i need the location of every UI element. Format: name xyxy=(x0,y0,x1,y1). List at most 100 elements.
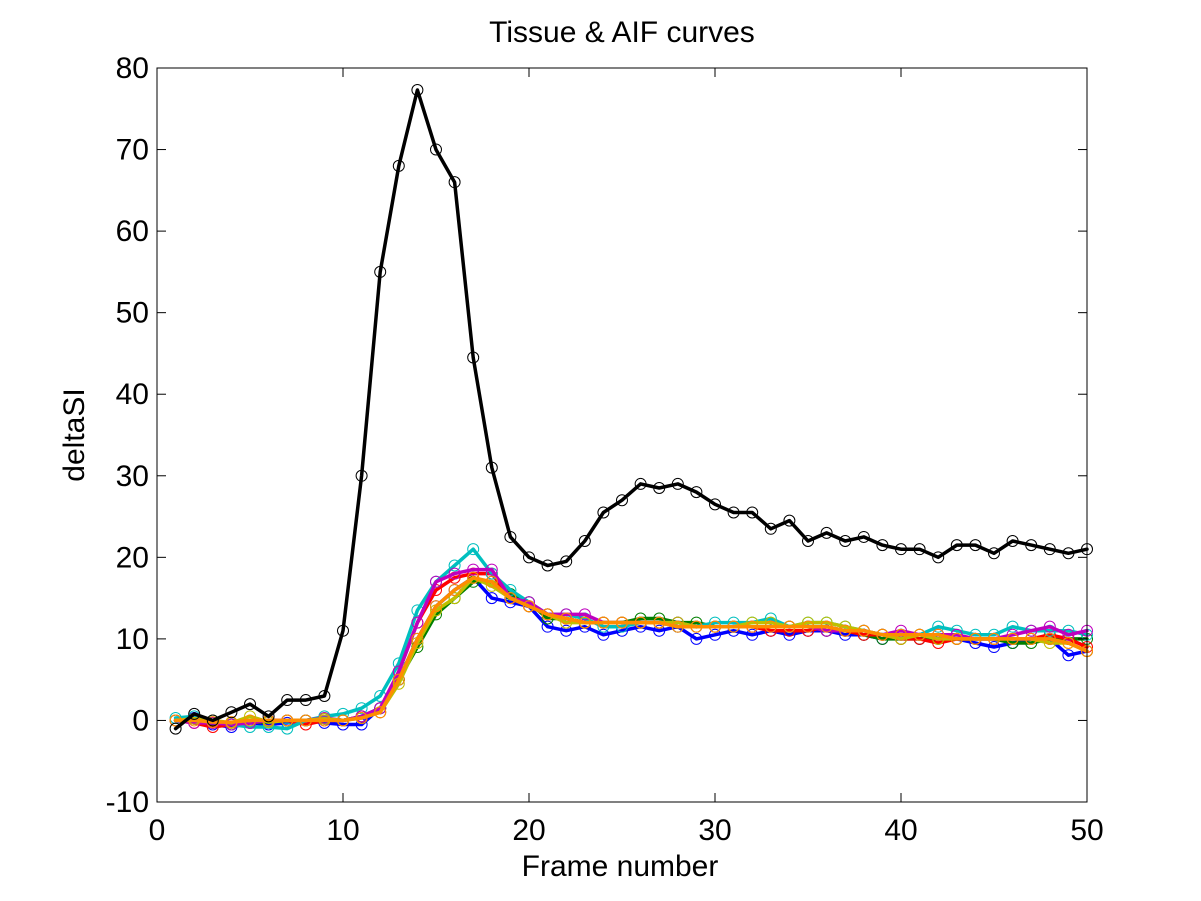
data-point xyxy=(337,624,349,637)
data-point xyxy=(709,498,721,511)
data-point xyxy=(857,624,870,637)
data-point xyxy=(244,714,256,727)
data-point xyxy=(169,722,182,735)
data-point xyxy=(783,620,796,633)
data-point xyxy=(597,616,610,629)
y-tick-label: 10 xyxy=(116,623,149,656)
plot-area xyxy=(157,68,1087,802)
data-point xyxy=(448,583,461,596)
axes-box xyxy=(156,67,1088,803)
data-point xyxy=(355,702,368,715)
data-point xyxy=(746,628,759,641)
x-tick-label: 20 xyxy=(512,814,545,847)
data-point xyxy=(653,624,666,637)
x-tick-label: 40 xyxy=(884,814,917,847)
data-point xyxy=(839,624,852,637)
data-point xyxy=(690,486,703,499)
data-point xyxy=(1006,632,1019,645)
data-point xyxy=(578,608,591,621)
data-point xyxy=(1043,620,1056,633)
data-point xyxy=(523,551,535,564)
data-point xyxy=(206,714,219,727)
data-point xyxy=(895,628,907,641)
x-tick-label: 50 xyxy=(1070,814,1103,847)
data-point xyxy=(1062,628,1075,641)
data-point xyxy=(188,707,201,720)
x-axis-label: Frame number xyxy=(522,850,719,883)
data-point xyxy=(988,641,1000,654)
data-point xyxy=(1006,535,1019,548)
y-tick-label: 30 xyxy=(116,460,149,493)
data-point xyxy=(634,616,647,629)
data-point xyxy=(820,620,833,633)
data-point xyxy=(485,563,498,576)
data-point xyxy=(392,673,405,686)
data-point xyxy=(374,706,387,719)
data-point xyxy=(876,628,889,641)
x-tick-label: 0 xyxy=(149,814,166,847)
data-point xyxy=(1025,539,1038,552)
data-point xyxy=(485,592,498,605)
data-point xyxy=(913,628,926,641)
data-point xyxy=(281,722,294,735)
data-point xyxy=(560,555,573,568)
data-point xyxy=(969,632,982,645)
data-point xyxy=(541,608,554,621)
data-point xyxy=(467,571,480,584)
data-point xyxy=(355,469,368,482)
data-point xyxy=(504,530,517,543)
series-line xyxy=(173,575,1089,724)
data-point xyxy=(802,535,814,548)
data-point xyxy=(1062,547,1075,560)
data-point xyxy=(764,522,777,535)
data-point xyxy=(430,600,442,613)
data-point xyxy=(430,575,442,588)
y-tick-label: 80 xyxy=(116,52,149,85)
data-point xyxy=(932,551,945,564)
data-point xyxy=(709,628,721,641)
series-line xyxy=(173,88,1089,731)
y-tick-label: -10 xyxy=(106,786,149,819)
data-point xyxy=(504,592,517,605)
data-point xyxy=(932,620,945,633)
data-point xyxy=(281,714,294,727)
y-tick-label: 20 xyxy=(116,541,149,574)
data-point xyxy=(262,710,275,723)
data-point xyxy=(839,535,852,548)
y-tick-label: 60 xyxy=(116,215,149,248)
data-point xyxy=(448,176,461,189)
data-point xyxy=(746,620,759,633)
data-point xyxy=(578,616,591,629)
data-point xyxy=(764,620,777,633)
data-point xyxy=(244,698,256,711)
data-point xyxy=(411,632,424,645)
data-point xyxy=(616,494,628,507)
data-point xyxy=(560,612,573,625)
y-tick-label: 0 xyxy=(132,704,149,737)
data-point xyxy=(541,620,554,633)
data-point xyxy=(225,716,238,729)
data-point xyxy=(950,632,963,645)
y-tick-label: 70 xyxy=(116,134,149,167)
data-point xyxy=(1043,632,1056,645)
data-point xyxy=(485,575,498,588)
data-point xyxy=(671,620,684,633)
data-point xyxy=(337,714,349,727)
data-point xyxy=(950,539,963,552)
x-tick-label: 10 xyxy=(326,814,359,847)
data-point xyxy=(485,461,498,474)
data-point xyxy=(932,628,945,641)
data-point xyxy=(820,526,833,539)
data-point xyxy=(299,714,312,727)
data-point xyxy=(857,530,870,543)
data-point xyxy=(355,711,368,724)
data-point xyxy=(392,159,405,172)
data-point xyxy=(560,624,573,637)
data-point xyxy=(169,714,182,727)
data-point xyxy=(988,547,1000,560)
data-point xyxy=(616,616,628,629)
data-point xyxy=(1043,543,1056,556)
data-point xyxy=(597,628,610,641)
data-point xyxy=(430,143,442,156)
